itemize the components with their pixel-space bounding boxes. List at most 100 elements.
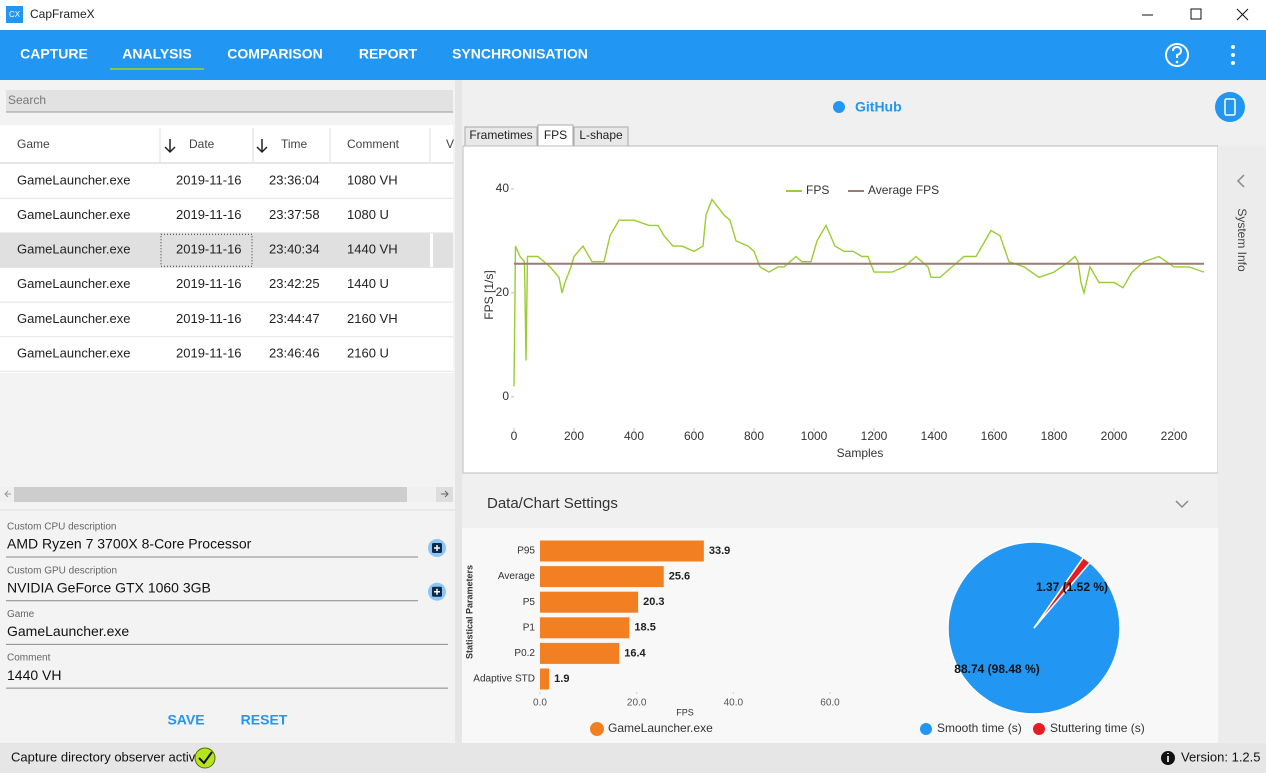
field-label: Custom CPU description xyxy=(7,522,116,533)
table-cell[interactable]: GameLauncher.exe xyxy=(17,276,130,291)
legend-label: FPS xyxy=(806,183,829,197)
form-button[interactable]: SAVE xyxy=(167,712,204,728)
x-tick-label: 1800 xyxy=(1041,429,1068,443)
form-button[interactable]: RESET xyxy=(241,712,288,728)
table-cell[interactable]: 23:44:47 xyxy=(269,311,320,326)
x-tick-label: 1000 xyxy=(801,429,828,443)
x-tick-label: 0.0 xyxy=(533,698,547,709)
field-value[interactable]: AMD Ryzen 7 3700X 8-Core Processor xyxy=(7,536,252,552)
help-button[interactable] xyxy=(1165,43,1189,67)
table-cell[interactable]: 2160 VH xyxy=(347,311,398,326)
bar-value-label: 20.3 xyxy=(643,596,664,608)
table-cell[interactable]: 1440 VH xyxy=(347,242,398,257)
close-button[interactable] xyxy=(1236,8,1249,21)
legend-swatch xyxy=(920,723,932,735)
nav-item[interactable]: SYNCHRONISATION xyxy=(452,46,588,62)
bar xyxy=(540,642,620,664)
settings-chevron xyxy=(1175,500,1189,509)
table-cell[interactable]: 23:37:58 xyxy=(269,207,320,222)
field-value[interactable]: GameLauncher.exe xyxy=(7,623,129,639)
title-bar xyxy=(0,0,1266,30)
column-header[interactable]: Time xyxy=(281,137,308,151)
nav-item[interactable]: CAPTURE xyxy=(20,46,88,62)
nav-active-underline xyxy=(110,68,204,70)
selected-row xyxy=(0,233,430,268)
column-header[interactable]: Date xyxy=(189,137,215,151)
legend-label: GameLauncher.exe xyxy=(608,721,713,735)
table-cell[interactable]: 23:36:04 xyxy=(269,172,320,187)
table-cell[interactable]: 1080 VH xyxy=(347,172,398,187)
table-cell[interactable]: 23:46:46 xyxy=(269,345,320,360)
field-value[interactable]: 1440 VH xyxy=(7,667,61,683)
bar-value-label: 16.4 xyxy=(624,647,646,659)
side-label[interactable]: System Info xyxy=(1235,208,1249,272)
app-icon-text: CX xyxy=(9,10,21,19)
maximize-button[interactable] xyxy=(1190,8,1202,20)
y-tick-label: P1 xyxy=(523,622,536,633)
search-box xyxy=(6,90,453,112)
table-cell[interactable]: 23:42:25 xyxy=(269,276,320,291)
side-panel xyxy=(1218,146,1266,743)
table-cell[interactable]: 1440 U xyxy=(347,276,389,291)
table-cell[interactable]: 2019-11-16 xyxy=(176,207,242,222)
menu-dot[interactable] xyxy=(1231,61,1235,65)
float-button[interactable] xyxy=(1215,92,1245,122)
table-cell[interactable]: GameLauncher.exe xyxy=(17,345,130,360)
table-cell[interactable]: GameLauncher.exe xyxy=(17,172,130,187)
table-cell[interactable]: 2019-11-16 xyxy=(176,172,242,187)
table-cell[interactable]: 2019-11-16 xyxy=(176,276,242,291)
legend-label: Average FPS xyxy=(868,183,939,197)
table-cell[interactable]: GameLauncher.exe xyxy=(17,311,130,326)
nav-bar xyxy=(0,30,1266,80)
tab-label[interactable]: FPS xyxy=(544,128,567,142)
table-cell[interactable]: GameLauncher.exe xyxy=(17,207,130,222)
x-tick-label: 2000 xyxy=(1101,429,1128,443)
focused-cell xyxy=(160,233,253,267)
pie-value-label: 1.37 (1.52 %) xyxy=(1036,580,1108,594)
pie-slice xyxy=(1033,556,1091,629)
table-cell[interactable]: 1080 U xyxy=(347,207,389,222)
nav-item[interactable]: REPORT xyxy=(359,46,418,62)
menu-dot[interactable] xyxy=(1231,45,1235,49)
nav-item[interactable]: COMPARISON xyxy=(227,46,322,62)
table-cell[interactable]: 23:40:34 xyxy=(269,242,320,257)
y-tick-label: 20 xyxy=(496,285,510,299)
table-cell[interactable]: GameLauncher.exe xyxy=(17,242,130,257)
field-value[interactable]: NVIDIA GeForce GTX 1060 3GB xyxy=(7,579,211,595)
table-cell[interactable]: 2019-11-16 xyxy=(176,311,242,326)
table-cell[interactable]: 2019-11-16 xyxy=(176,242,242,257)
app-icon xyxy=(6,6,23,23)
x-tick-label: 400 xyxy=(624,429,644,443)
x-tick-label: 2200 xyxy=(1161,429,1188,443)
settings-title[interactable]: Data/Chart Settings xyxy=(487,495,618,512)
sort-arrow xyxy=(164,139,176,154)
table-cell[interactable]: 2019-11-16 xyxy=(176,345,242,360)
line-series xyxy=(513,197,1205,387)
field-label: Custom GPU description xyxy=(7,565,117,576)
tab-label[interactable]: Frametimes xyxy=(469,128,532,142)
menu-dot[interactable] xyxy=(1231,53,1235,57)
add-plus xyxy=(434,545,440,551)
table-cell[interactable]: 2160 U xyxy=(347,345,389,360)
legend-swatch xyxy=(1033,723,1045,735)
x-tick-label: 1200 xyxy=(861,429,888,443)
column-header[interactable]: V xyxy=(446,137,454,151)
scroll-right xyxy=(441,490,449,498)
bar xyxy=(540,668,550,690)
x-tick-label: 0 xyxy=(511,429,518,443)
column-header[interactable]: Game xyxy=(17,137,50,151)
chart-box xyxy=(462,145,1219,474)
bar-value-label: 33.9 xyxy=(709,545,730,557)
tab-label[interactable]: L-shape xyxy=(579,128,623,142)
check-mark xyxy=(198,751,213,765)
search-placeholder[interactable]: Search xyxy=(8,93,46,107)
float-icon xyxy=(1224,98,1236,116)
bar-value-label: 25.6 xyxy=(669,571,690,583)
x-axis-label: Samples xyxy=(837,446,884,460)
nav-item[interactable]: ANALYSIS xyxy=(122,46,192,62)
panel-splitter xyxy=(455,80,462,743)
column-header[interactable]: Comment xyxy=(347,137,400,151)
github-link[interactable]: GitHub xyxy=(855,99,902,115)
